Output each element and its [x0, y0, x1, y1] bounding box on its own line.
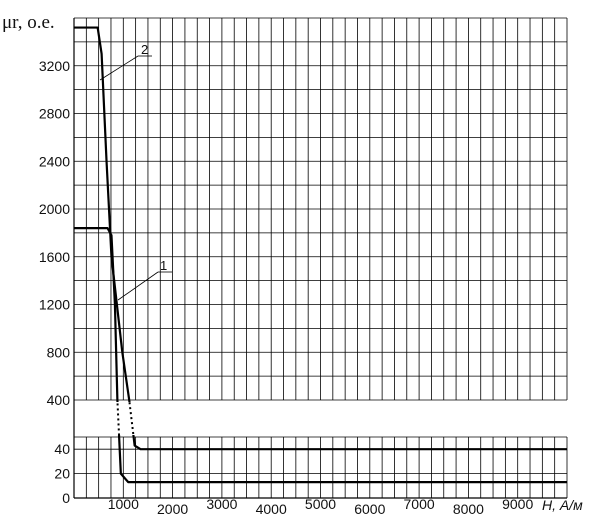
y-tick-label: 2000 [39, 201, 70, 217]
x-tick-label: 7000 [404, 496, 435, 512]
x-tick-label: 8000 [453, 501, 484, 517]
x-tick-label: 1000 [108, 496, 139, 512]
y-tick-label: 1600 [39, 249, 70, 265]
y-tick-label: 3200 [39, 58, 70, 74]
axes [73, 18, 567, 499]
panel-gap [75, 402, 567, 435]
x-tick-label: 6000 [354, 501, 385, 517]
callout-leader-1 [117, 271, 159, 301]
y-tick-label: 20 [54, 466, 70, 482]
grid [73, 17, 568, 499]
x-tick-label: 4000 [256, 501, 287, 517]
series-2-label: 2 [141, 42, 148, 57]
y-tick-label: 40 [54, 441, 70, 457]
x-axis-label: H, А/м [542, 497, 583, 513]
y-tick-label: 800 [47, 344, 71, 360]
tick-labels: 400 800 1200 1600 2000 2400 2800 3200 0 20 40 1000 2… [39, 58, 534, 517]
x-tick-label: 5000 [305, 496, 336, 512]
series-2-line [74, 26, 567, 451]
y-tick-label: 2800 [39, 106, 70, 122]
y-tick-label: 2400 [39, 153, 70, 169]
x-tick-label: 9000 [502, 496, 533, 512]
y-tick-label: 0 [62, 490, 70, 506]
x-tick-label: 2000 [157, 501, 188, 517]
y-axis-label: μr, о.е. [2, 12, 55, 33]
series-1-line [74, 227, 567, 484]
series-1-label: 1 [160, 258, 167, 273]
y-tick-label: 400 [47, 392, 71, 408]
callouts: 21 [99, 42, 172, 301]
y-tick-label: 1200 [39, 297, 70, 313]
callout-leader-2 [99, 55, 139, 81]
x-tick-label: 3000 [206, 496, 237, 512]
curves [74, 26, 567, 484]
